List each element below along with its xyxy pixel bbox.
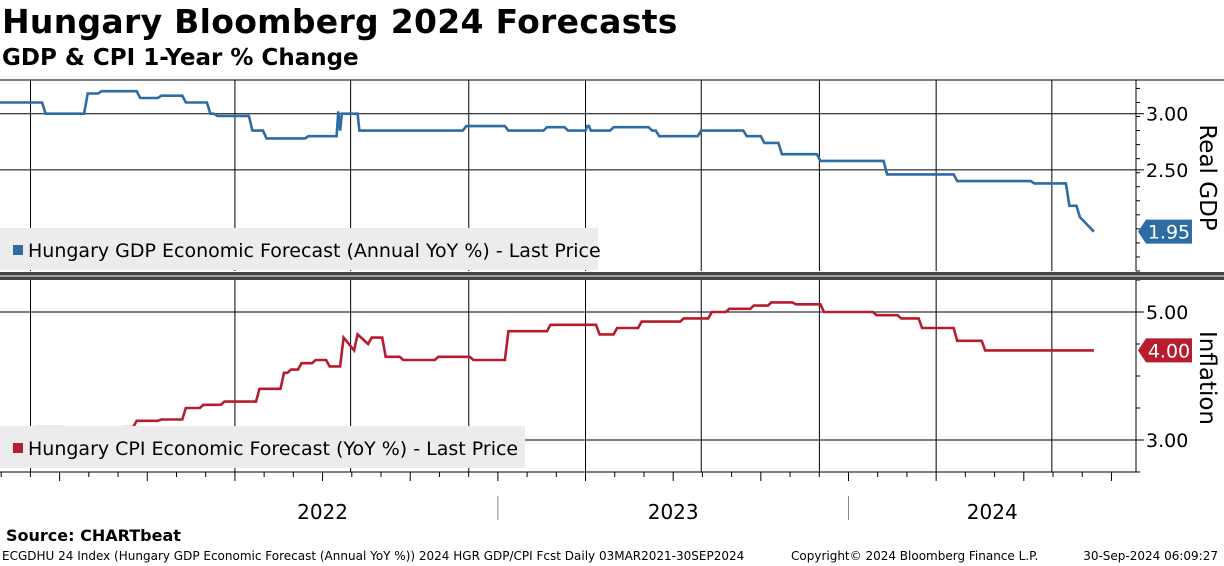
legend-background — [0, 228, 598, 270]
last-value-label: 4.00 — [1148, 340, 1190, 362]
chart-title: Hungary Bloomberg 2024 Forecasts — [2, 2, 678, 41]
y-tick-label: 2.50 — [1146, 160, 1188, 182]
y-tick-label: 3.00 — [1146, 430, 1188, 452]
last-value-badge — [1138, 338, 1192, 363]
x-tick-label: 2023 — [648, 500, 699, 520]
axis-title: Inflation — [1194, 331, 1220, 425]
legend-label: Hungary CPI Economic Forecast (YoY %) - … — [28, 438, 518, 460]
legend-swatch — [13, 245, 23, 255]
legend-swatch — [13, 443, 23, 453]
footer-ticker-info: ECGDHU 24 Index (Hungary GDP Economic Fo… — [2, 549, 745, 563]
footer-timestamp: 30-Sep-2024 06:09:27 — [1083, 549, 1218, 563]
legend: Hungary GDP Economic Forecast (Annual Yo… — [0, 228, 601, 270]
y-tick-label: 5.00 — [1146, 302, 1188, 324]
series-line — [0, 301, 1094, 439]
last-value-badge — [1138, 219, 1192, 244]
legend: Hungary CPI Economic Forecast (YoY %) - … — [0, 426, 525, 468]
x-axis: 2022 2023 2024 — [0, 471, 1136, 520]
axis-title: Real GDP — [1194, 124, 1220, 230]
source-label: Source: CHARTbeat — [6, 526, 181, 545]
y-tick-label: 3.00 — [1146, 104, 1188, 126]
last-value-tag: 1.95 — [1138, 219, 1192, 244]
last-value-label: 1.95 — [1148, 222, 1190, 244]
x-tick-label: 2022 — [297, 500, 348, 520]
series-line — [0, 89, 1095, 233]
legend-background — [0, 426, 525, 468]
chart-subtitle: GDP & CPI 1-Year % Change — [2, 45, 359, 71]
x-tick-label: 2024 — [967, 500, 1018, 520]
footer-copyright: Copyright© 2024 Bloomberg Finance L.P. — [791, 549, 1039, 563]
legend-label: Hungary GDP Economic Forecast (Annual Yo… — [28, 240, 601, 262]
last-value-tag: 4.00 — [1138, 338, 1192, 363]
